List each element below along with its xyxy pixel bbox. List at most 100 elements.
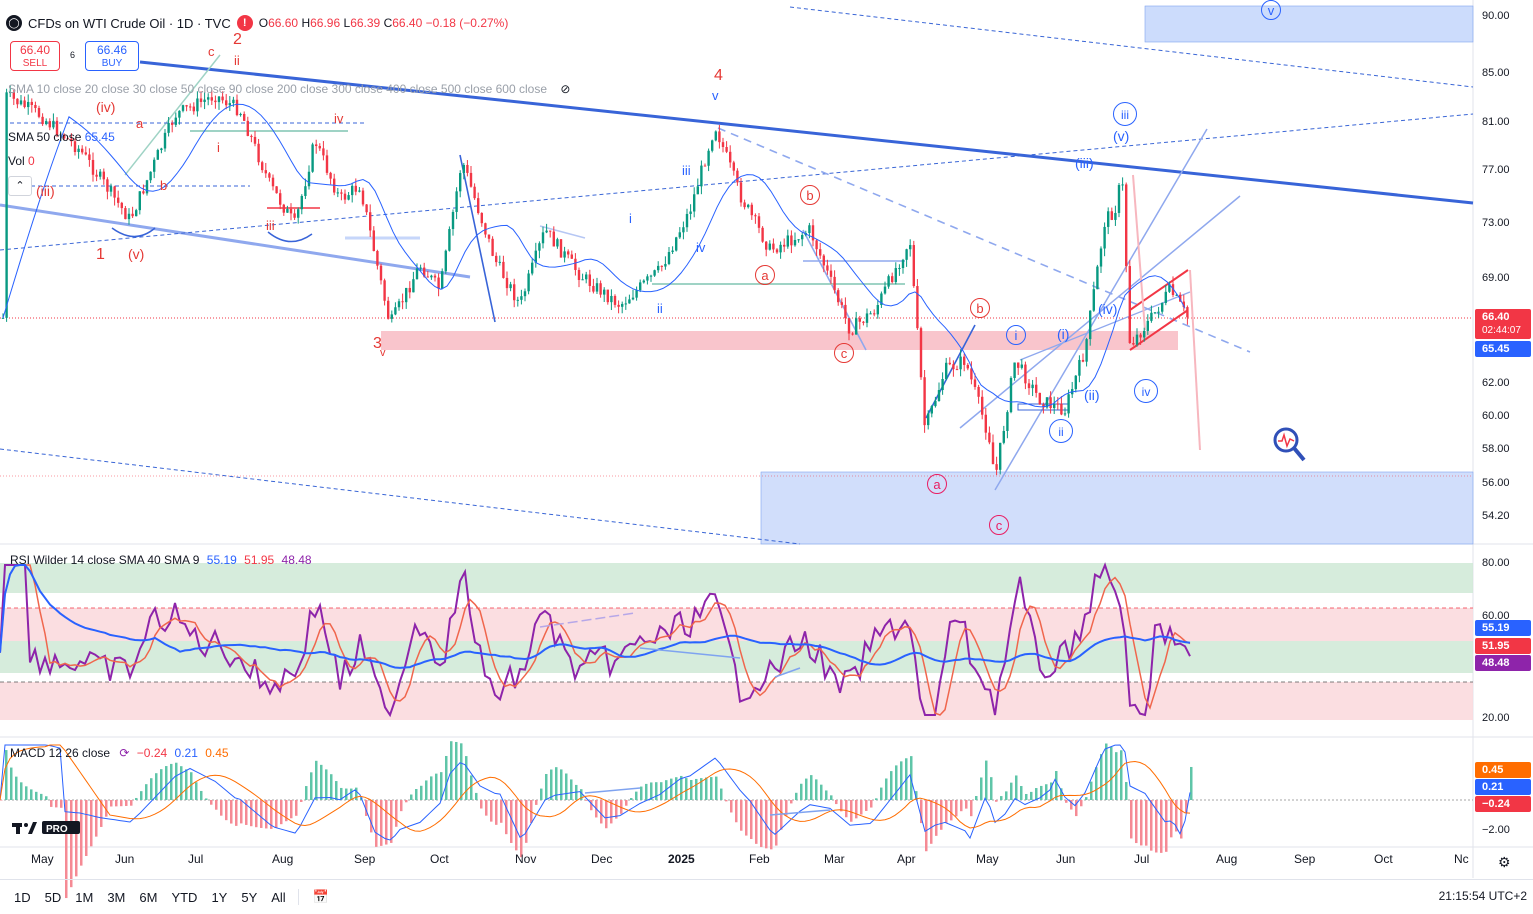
candle-body: [153, 159, 156, 172]
sell-button[interactable]: 66.40 SELL: [10, 41, 60, 71]
wave-label[interactable]: iv: [696, 240, 706, 255]
time-axis-label: Nov: [515, 852, 537, 866]
wave-label[interactable]: c: [208, 44, 215, 59]
wave-label-circled[interactable]: iii: [1113, 102, 1137, 126]
wave-label-circled[interactable]: i: [1006, 325, 1026, 345]
rsi-legend[interactable]: RSI Wilder 14 close SMA 40 SMA 9 55.19 5…: [10, 553, 312, 567]
macd-bar: [300, 800, 303, 802]
macd-legend[interactable]: MACD 12 26 close ⟳ −0.24 0.21 0.45: [10, 746, 229, 760]
macd-bar: [975, 796, 978, 800]
wave-label[interactable]: 1: [96, 246, 105, 263]
wave-label[interactable]: 2: [233, 31, 242, 48]
wave-label-circled[interactable]: ii: [1049, 419, 1073, 443]
candle-body: [1042, 404, 1045, 408]
sma50-legend[interactable]: SMA 50 close 65.45: [8, 130, 115, 144]
candle-body: [88, 154, 91, 160]
candle-body: [909, 245, 912, 250]
wave-label-circled[interactable]: v: [1261, 0, 1281, 20]
candle-body: [196, 98, 199, 112]
clock[interactable]: 21:15:54 UTC+2: [1438, 889, 1527, 903]
wave-label[interactable]: iv: [334, 111, 344, 126]
range-5y[interactable]: 5Y: [241, 889, 258, 905]
candle-body: [729, 151, 732, 163]
range-all[interactable]: All: [271, 889, 286, 905]
wave-label-circled[interactable]: b: [800, 185, 820, 205]
candle-body: [23, 100, 26, 108]
candle-body: [1035, 384, 1038, 393]
wave-label[interactable]: 4: [714, 67, 723, 84]
range-1d[interactable]: 1D: [14, 889, 31, 905]
symbol-title[interactable]: CFDs on WTI Crude Oil · 1D · TVC: [28, 15, 231, 31]
wave-label[interactable]: i: [629, 211, 632, 226]
candle-body: [387, 300, 390, 319]
range-ytd[interactable]: YTD: [171, 889, 198, 905]
macd-bar: [1070, 800, 1073, 810]
candle-body: [405, 287, 408, 303]
dashed-down-line: [717, 127, 1251, 353]
settings-icon[interactable]: ⚙: [1498, 854, 1511, 870]
range-6m[interactable]: 6M: [139, 889, 158, 905]
wave-label[interactable]: b: [160, 178, 168, 193]
wave-label[interactable]: iii: [266, 218, 275, 233]
candle-body: [981, 396, 984, 415]
candle-body: [1114, 212, 1117, 220]
macd-bar: [170, 763, 173, 800]
candle-body: [768, 243, 771, 250]
warning-icon[interactable]: !: [236, 15, 253, 31]
macd-bar: [385, 800, 388, 845]
candle-body: [329, 172, 332, 179]
candle-body: [1020, 364, 1023, 368]
rsi-tick: 80.00: [1482, 557, 1510, 569]
wave-label[interactable]: (i): [1057, 326, 1070, 342]
range-3m[interactable]: 3M: [107, 889, 126, 905]
macd-bar: [140, 791, 143, 800]
wave-label-circled[interactable]: a: [755, 265, 775, 285]
sma-multi-legend[interactable]: SMA 10 close 20 close 30 close 50 close …: [8, 82, 571, 96]
wave-label[interactable]: iii: [682, 163, 691, 178]
wave-label[interactable]: (v): [1113, 128, 1130, 144]
candle-body: [851, 333, 854, 335]
candle-body: [178, 110, 181, 118]
wave-label[interactable]: (iii): [36, 183, 55, 199]
macd-bar: [160, 769, 163, 800]
range-1y[interactable]: 1Y: [211, 889, 228, 905]
calendar-icon[interactable]: 📅: [297, 889, 329, 905]
candle-body: [217, 96, 221, 103]
candle-body: [99, 171, 102, 177]
range-5d[interactable]: 5D: [44, 889, 62, 905]
wave-label[interactable]: (ii): [1084, 387, 1100, 403]
buy-button[interactable]: 66.46 BUY: [85, 41, 139, 71]
macd-bar: [1175, 800, 1178, 832]
wave-label[interactable]: v: [380, 347, 386, 359]
price-scale[interactable]: 90.00 85.00 81.00 77.00 73.00 69.00 62.0…: [1474, 0, 1533, 544]
wave-label[interactable]: i: [217, 140, 220, 155]
collapse-icon[interactable]: ⌃: [8, 176, 32, 196]
macd-bar: [755, 800, 758, 844]
wave-label[interactable]: 3: [373, 335, 382, 352]
wave-label[interactable]: ii: [234, 53, 240, 68]
wave-label-circled[interactable]: c: [989, 515, 1009, 535]
macd-bar: [100, 800, 103, 827]
volume-legend[interactable]: Vol 0: [8, 154, 35, 168]
wave-label-circled[interactable]: a: [927, 474, 947, 494]
refresh-icon[interactable]: ⟳: [119, 746, 130, 760]
wave-label[interactable]: (iv): [96, 99, 116, 115]
macd-bar: [225, 800, 228, 821]
wave-label[interactable]: ii: [657, 301, 663, 316]
wave-label[interactable]: (v): [128, 246, 145, 262]
wave-label-circled[interactable]: b: [970, 298, 990, 318]
magnifier-icon[interactable]: [1273, 427, 1307, 466]
wave-label[interactable]: v: [712, 88, 719, 103]
macd-bar: [895, 765, 898, 800]
wave-label-circled[interactable]: c: [834, 343, 854, 363]
wave-label[interactable]: a: [136, 116, 144, 131]
candle-body: [631, 297, 635, 300]
wave-label-circled[interactable]: iv: [1134, 379, 1158, 403]
wave-label[interactable]: (iii): [1075, 155, 1094, 171]
candle-body: [1186, 307, 1189, 318]
macd-bar: [510, 800, 513, 843]
eye-icon[interactable]: ⊘: [560, 82, 571, 96]
wave-label[interactable]: (iv): [1098, 301, 1118, 317]
range-1m[interactable]: 1M: [75, 889, 94, 905]
